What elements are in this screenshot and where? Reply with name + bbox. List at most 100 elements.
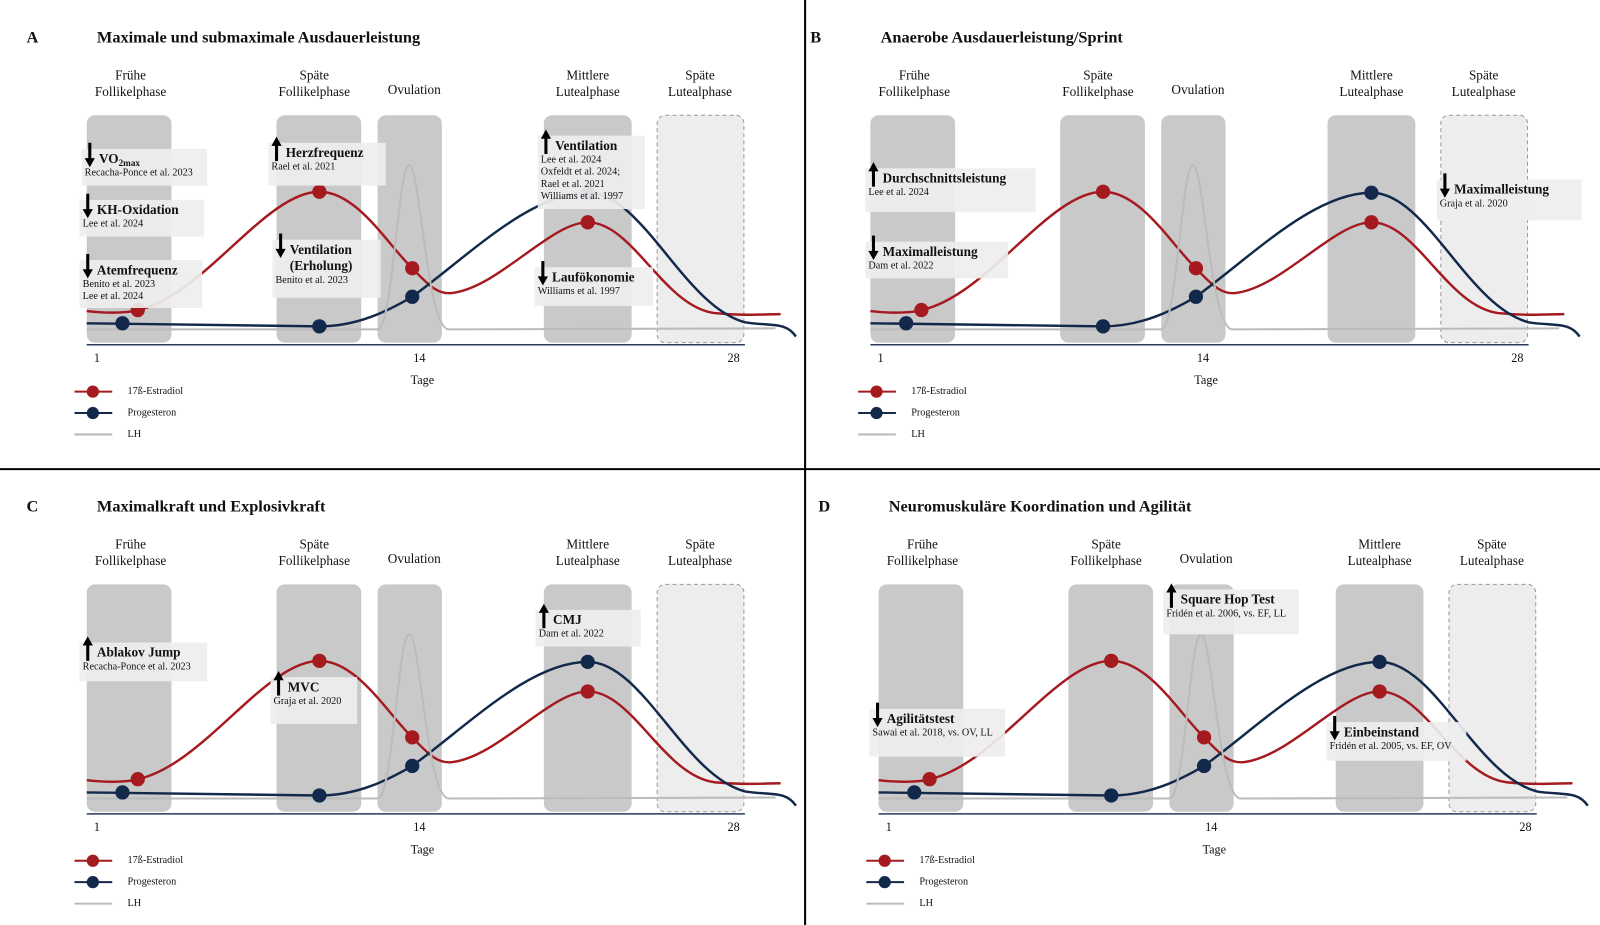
panel-letter: A <box>27 28 39 47</box>
curve-dot <box>1095 319 1111 334</box>
annotation-label-text: KH-Oxidation <box>97 202 179 217</box>
annotation-box <box>1326 722 1467 761</box>
annotation-ref: Dam et al. 2022 <box>539 629 604 640</box>
x-tick-label: 14 <box>1197 351 1209 365</box>
annotation-label-text: Agilitätstest <box>887 711 955 726</box>
x-axis-label: Tage <box>1194 373 1218 387</box>
curve-dot <box>1364 185 1379 200</box>
phase-label: Mittlere <box>566 68 609 83</box>
annotation-label-text: Atemfrequenz <box>97 262 178 277</box>
curve-dot <box>130 772 145 787</box>
phase-label: Lutealphase <box>668 553 732 568</box>
panel-title: Anaerobe Ausdauerleistung/Sprint <box>881 28 1124 47</box>
legend-label: Progesteron <box>128 877 177 888</box>
annotation-label-text: Ventilation <box>290 242 353 257</box>
annotation-label: Herzfrequenz <box>286 145 364 160</box>
arrow-head <box>868 162 879 172</box>
annotation-label-text: Herzfrequenz <box>286 145 364 160</box>
x-tick-label: 14 <box>413 351 425 365</box>
legend-label: 17ß-Estradiol <box>128 855 184 866</box>
phase-label: Follikelphase <box>95 553 167 568</box>
annotation-ref: Sawai et al. 2018, vs. OV, LL <box>872 728 992 739</box>
annotation-ref: Lee et al. 2024 <box>83 291 144 302</box>
phase-band <box>1440 114 1529 344</box>
annotation-label-text: Einbeinstand <box>1344 724 1420 739</box>
curve-dot <box>1188 289 1204 304</box>
annotation-label-sub: 2max <box>119 158 141 168</box>
annotation-ref: Benito et al. 2023 <box>276 275 348 286</box>
curve-dot <box>1364 215 1379 230</box>
annotation-label: Ablakov Jump <box>97 645 181 660</box>
phase-label: Frühe <box>907 537 938 552</box>
annotation-label-text: Durchschnittsleistung <box>883 171 1007 186</box>
x-tick-label: 28 <box>1519 820 1531 834</box>
annotation-box <box>81 148 208 186</box>
phase-label: Follikelphase <box>887 553 959 568</box>
annotation-box <box>869 708 1006 757</box>
panel-letter: C <box>27 497 39 516</box>
hormone-curve <box>870 190 1565 317</box>
annotation-ref: Williams et al. 1997 <box>541 191 623 202</box>
annotation-ref: Recacha-Ponce et al. 2023 <box>85 168 193 179</box>
x-tick-label: 1 <box>94 351 100 365</box>
annotation-label: MVC <box>288 679 320 694</box>
phase-label: Mittlere <box>1350 68 1393 83</box>
annotation-ref: Oxfeldt et al. 2024; <box>541 167 620 178</box>
annotation-box <box>537 135 645 210</box>
annotation-ref: Rael et al. 2021 <box>271 162 335 173</box>
legend-label: LH <box>128 898 142 909</box>
annotation-label: (Erholung) <box>290 258 353 273</box>
annotation-box <box>79 199 205 237</box>
panel: D Neuromuskuläre Koordination und Agilitä… <box>818 497 1589 909</box>
annotation-label: Maximalleistung <box>883 244 978 259</box>
phase-label: Späte <box>1091 537 1121 552</box>
phase-label: Späte <box>1477 537 1507 552</box>
phase-label: Follikelphase <box>1062 84 1134 99</box>
legend-label: LH <box>911 429 925 440</box>
x-axis-label: Tage <box>411 842 435 856</box>
curve-dot <box>580 684 595 699</box>
panel: B Anaerobe Ausdauerleistung/SprintFrüheFo… <box>810 28 1582 440</box>
annotation-label: Agilitätstest <box>887 711 955 726</box>
phase-label: Späte <box>1083 68 1113 83</box>
phase-band <box>1060 115 1145 343</box>
phase-band <box>656 583 745 813</box>
annotation-ref: Lee et al. 2024 <box>83 219 144 230</box>
arrow-head <box>1329 731 1340 741</box>
annotation-ref: Graja et al. 2020 <box>273 696 341 707</box>
legend-dot <box>878 876 891 889</box>
curve-dot <box>405 261 420 276</box>
phase-band <box>1448 583 1537 813</box>
annotation-label-text: Laufökonomie <box>552 269 635 284</box>
phase-label: Lutealphase <box>1339 84 1403 99</box>
curve-dot <box>405 758 420 774</box>
annotation-box <box>534 267 654 306</box>
legend-dot <box>870 406 883 420</box>
annotation-ref: Recacha-Ponce et al. 2023 <box>83 661 191 672</box>
curve-dot <box>115 316 130 331</box>
annotation-box <box>79 260 203 308</box>
annotation-label: Einbeinstand <box>1344 724 1420 739</box>
phase-label: Frühe <box>115 537 146 552</box>
phase-label: Lutealphase <box>1348 553 1412 568</box>
annotation-label-text: Square Hop Test <box>1181 592 1276 607</box>
phase-label: Lutealphase <box>556 553 620 568</box>
curve-dot <box>907 785 922 800</box>
phase-band <box>656 114 745 344</box>
annotation-label: CMJ <box>553 612 582 627</box>
annotation-label: Laufökonomie <box>552 269 635 284</box>
panel: C Maximalkraft und ExplosivkraftFrüheFoll… <box>27 497 797 909</box>
x-tick-label: 28 <box>728 351 740 365</box>
phase-label: Mittlere <box>566 537 609 552</box>
curve-dot <box>312 319 327 334</box>
x-tick-label: 1 <box>878 351 884 365</box>
annotation-ref: Lee et al. 2024 <box>868 187 929 198</box>
arrow-head <box>1166 583 1177 593</box>
curve-dot <box>1104 653 1119 668</box>
phase-label: Lutealphase <box>556 84 620 99</box>
annotation-label-text: Maximalleistung <box>883 244 978 259</box>
annotation-label-text: Maximalleistung <box>1454 182 1549 197</box>
legend-dot <box>870 385 883 398</box>
phase-label: Späte <box>685 68 715 83</box>
